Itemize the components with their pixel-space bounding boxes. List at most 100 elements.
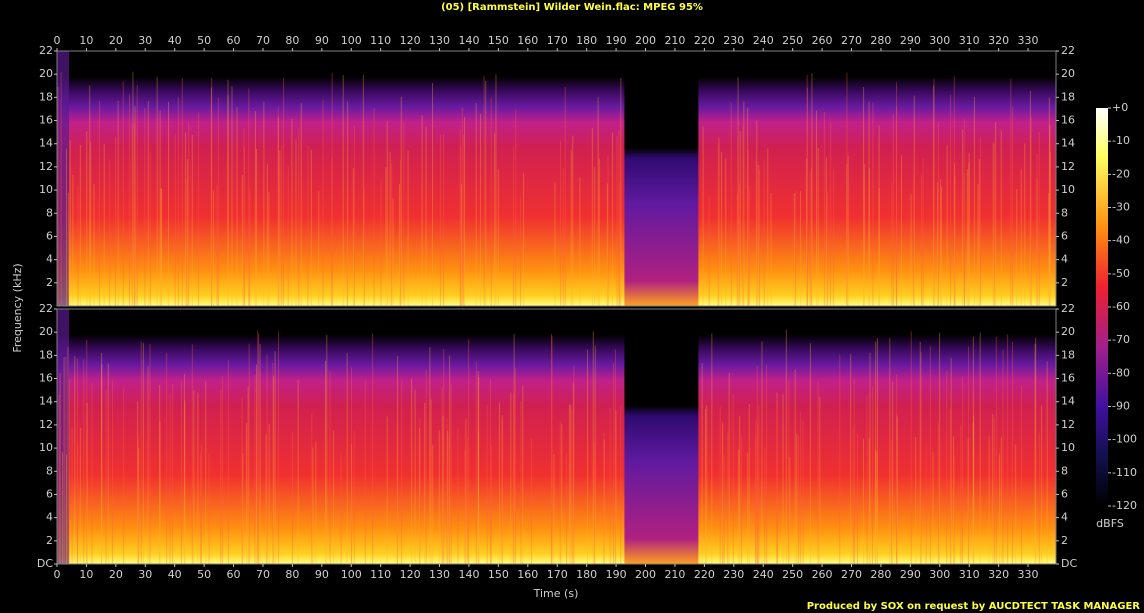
x-tick-label: 160 bbox=[517, 34, 538, 47]
y-tick-label: 2 bbox=[46, 534, 53, 547]
y-tick-label: 22 bbox=[1061, 44, 1075, 57]
colorbar-tick-label: -110 bbox=[1112, 466, 1137, 479]
x-tick-label: 240 bbox=[753, 568, 774, 581]
y-tick-label: 2 bbox=[1061, 534, 1068, 547]
x-tick-label: 210 bbox=[664, 34, 685, 47]
x-tick-label: 280 bbox=[870, 34, 891, 47]
x-tick-label: 90 bbox=[315, 568, 329, 581]
spectrogram-edge bbox=[57, 51, 69, 306]
y-tick-label: 16 bbox=[1061, 372, 1075, 385]
x-tick-label: 180 bbox=[576, 34, 597, 47]
y-tick-label: 18 bbox=[39, 348, 53, 361]
y-tick-label: DC bbox=[37, 557, 53, 570]
spectrogram bbox=[57, 309, 1056, 564]
y-tick-label: 12 bbox=[1061, 160, 1075, 173]
colorbar-tick-label: -50 bbox=[1112, 267, 1130, 280]
x-tick-label: 150 bbox=[488, 34, 509, 47]
x-tick-label: 130 bbox=[429, 568, 450, 581]
y-tick-label: 2 bbox=[46, 276, 53, 289]
x-tick-label: 290 bbox=[900, 34, 921, 47]
plot-frame bbox=[56, 308, 1057, 565]
y-tick-label: 10 bbox=[1061, 183, 1075, 196]
colorbar-label: dBFS bbox=[1096, 517, 1124, 530]
x-tick-label: 120 bbox=[400, 34, 421, 47]
colorbar-tick-label: -40 bbox=[1112, 234, 1130, 247]
y-tick-label: 8 bbox=[1061, 464, 1068, 477]
x-tick-label: 90 bbox=[315, 34, 329, 47]
spectrogram-quiet bbox=[624, 309, 699, 564]
x-tick-label: 270 bbox=[841, 34, 862, 47]
y-tick-label: 12 bbox=[39, 160, 53, 173]
y-tick-label: 4 bbox=[1061, 253, 1068, 266]
colorbar-tick-label: -120 bbox=[1112, 499, 1137, 512]
x-tick-label: 100 bbox=[341, 568, 362, 581]
x-tick-label: 190 bbox=[606, 568, 627, 581]
colorbar-tick-label: +0 bbox=[1112, 101, 1128, 114]
y-tick-label: 16 bbox=[39, 372, 53, 385]
y-tick-label: 12 bbox=[1061, 418, 1075, 431]
colorbar bbox=[1096, 108, 1108, 506]
y-tick-label: 4 bbox=[46, 253, 53, 266]
y-tick-label: 16 bbox=[39, 114, 53, 127]
plot-frame bbox=[56, 50, 1057, 307]
x-tick-label: 10 bbox=[79, 568, 93, 581]
x-tick-label: 70 bbox=[256, 34, 270, 47]
x-tick-label: 20 bbox=[109, 568, 123, 581]
x-tick-label: 60 bbox=[227, 568, 241, 581]
x-tick-label: 230 bbox=[723, 568, 744, 581]
x-tick-label: 310 bbox=[959, 568, 980, 581]
x-tick-label: 130 bbox=[429, 34, 450, 47]
x-tick-label: 240 bbox=[753, 34, 774, 47]
x-tick-label: 290 bbox=[900, 568, 921, 581]
colorbar-tick-label: -80 bbox=[1112, 366, 1130, 379]
y-tick-label: 18 bbox=[1061, 90, 1075, 103]
colorbar-tick-label: -10 bbox=[1112, 134, 1130, 147]
colorbar-tick-label: -20 bbox=[1112, 167, 1130, 180]
y-tick-label: 18 bbox=[1061, 348, 1075, 361]
y-tick-label: 22 bbox=[39, 302, 53, 315]
x-tick-label: 30 bbox=[138, 34, 152, 47]
x-tick-label: 110 bbox=[370, 568, 391, 581]
y-tick-label: 14 bbox=[39, 395, 53, 408]
x-tick-label: 120 bbox=[400, 568, 421, 581]
x-tick-label: 250 bbox=[782, 34, 803, 47]
x-tick-label: 50 bbox=[197, 34, 211, 47]
y-tick-label: 8 bbox=[46, 206, 53, 219]
x-tick-label: 60 bbox=[227, 34, 241, 47]
x-tick-label: 300 bbox=[929, 34, 950, 47]
y-tick-label: 20 bbox=[39, 325, 53, 338]
x-tick-label: 80 bbox=[285, 34, 299, 47]
x-tick-label: 330 bbox=[1018, 34, 1039, 47]
x-tick-label: 150 bbox=[488, 568, 509, 581]
colorbar-tick-label: -100 bbox=[1112, 433, 1137, 446]
x-tick-label: 320 bbox=[988, 34, 1009, 47]
x-tick-label: 10 bbox=[79, 34, 93, 47]
y-tick-label: 22 bbox=[39, 44, 53, 57]
y-tick-label: 4 bbox=[1061, 511, 1068, 524]
y-tick-label: 6 bbox=[1061, 487, 1068, 500]
y-tick-label: 8 bbox=[46, 464, 53, 477]
x-tick-label: 170 bbox=[547, 34, 568, 47]
colorbar-tick-label: -90 bbox=[1112, 400, 1130, 413]
y-tick-label: 14 bbox=[1061, 395, 1075, 408]
x-tick-label: 80 bbox=[285, 568, 299, 581]
y-tick-label: 4 bbox=[46, 511, 53, 524]
x-tick-label: 190 bbox=[606, 34, 627, 47]
x-tick-label: 0 bbox=[54, 34, 61, 47]
x-tick-label: 270 bbox=[841, 568, 862, 581]
y-tick-label: 18 bbox=[39, 90, 53, 103]
x-tick-label: 220 bbox=[694, 568, 715, 581]
x-tick-label: 100 bbox=[341, 34, 362, 47]
y-tick-label: 2 bbox=[1061, 276, 1068, 289]
y-tick-label: 22 bbox=[1061, 302, 1075, 315]
spectrogram-edge bbox=[57, 309, 69, 564]
y-tick-label: 20 bbox=[39, 67, 53, 80]
x-tick-label: 70 bbox=[256, 568, 270, 581]
colorbar-tick-label: -30 bbox=[1112, 201, 1130, 214]
x-tick-label: 40 bbox=[168, 568, 182, 581]
x-tick-label: 280 bbox=[870, 568, 891, 581]
x-tick-label: 30 bbox=[138, 568, 152, 581]
y-tick-label: 14 bbox=[39, 137, 53, 150]
footer: Produced by SOX on request by AUCDTECT T… bbox=[807, 601, 1141, 612]
x-tick-label: 300 bbox=[929, 568, 950, 581]
